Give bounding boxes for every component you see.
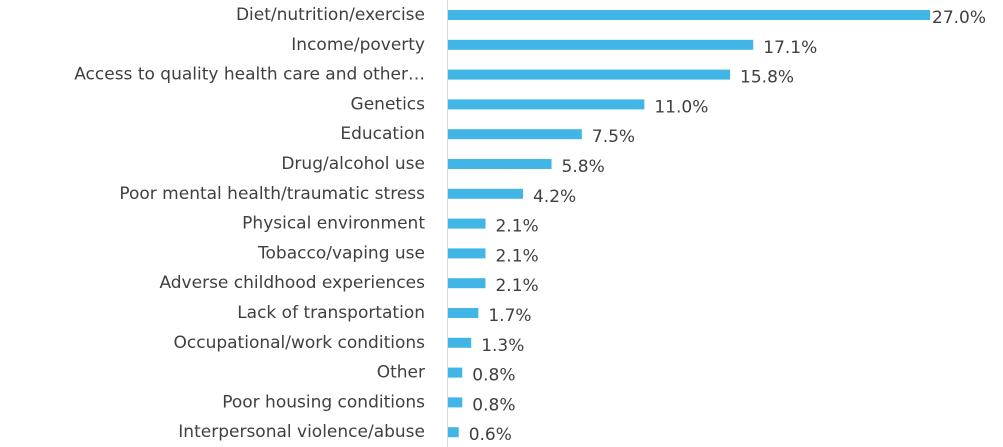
bar xyxy=(448,99,645,110)
category-label: Interpersonal violence/abuse xyxy=(178,422,425,442)
value-label: 2.1% xyxy=(495,276,538,296)
value-label: 5.8% xyxy=(562,157,605,177)
value-label: 2.1% xyxy=(495,246,538,266)
value-label: 0.8% xyxy=(472,366,515,386)
bar xyxy=(448,69,731,80)
bar xyxy=(448,278,486,289)
bar xyxy=(448,248,486,259)
category-label: Diet/nutrition/exercise xyxy=(236,5,425,25)
category-label: Occupational/work conditions xyxy=(174,333,426,353)
category-label: Access to quality health care and other… xyxy=(74,65,425,85)
bar xyxy=(448,129,582,140)
bar xyxy=(448,308,479,318)
value-label: 11.0% xyxy=(654,97,708,117)
value-label: 1.3% xyxy=(481,336,524,356)
category-label: Drug/alcohol use xyxy=(281,154,425,174)
category-label: Income/poverty xyxy=(291,35,425,55)
value-label: 1.7% xyxy=(488,306,531,326)
bar xyxy=(448,397,463,408)
bar xyxy=(448,367,463,378)
value-label: 7.5% xyxy=(592,127,635,147)
value-label: 4.2% xyxy=(533,187,576,207)
value-label: 0.8% xyxy=(472,395,515,415)
value-label: 0.6% xyxy=(469,425,512,445)
category-label: Poor mental health/traumatic stress xyxy=(119,184,425,204)
value-label: 15.8% xyxy=(740,68,794,88)
category-label: Adverse childhood experiences xyxy=(159,273,425,293)
bar xyxy=(448,337,472,348)
bar xyxy=(448,39,754,50)
value-label: 17.1% xyxy=(763,38,817,58)
category-label: Physical environment xyxy=(242,214,425,234)
category-label: Other xyxy=(377,363,425,383)
bar xyxy=(448,188,523,199)
bar xyxy=(448,10,930,20)
category-label: Poor housing conditions xyxy=(222,392,425,412)
bar xyxy=(448,427,459,438)
category-label: Education xyxy=(340,124,425,144)
category-label: Tobacco/vaping use xyxy=(257,243,425,263)
value-label: 27.0% xyxy=(932,8,986,28)
category-label: Lack of transportation xyxy=(237,303,425,323)
category-label: Genetics xyxy=(351,94,426,114)
value-label: 2.1% xyxy=(495,217,538,237)
bar xyxy=(448,159,552,169)
bar xyxy=(448,218,486,229)
